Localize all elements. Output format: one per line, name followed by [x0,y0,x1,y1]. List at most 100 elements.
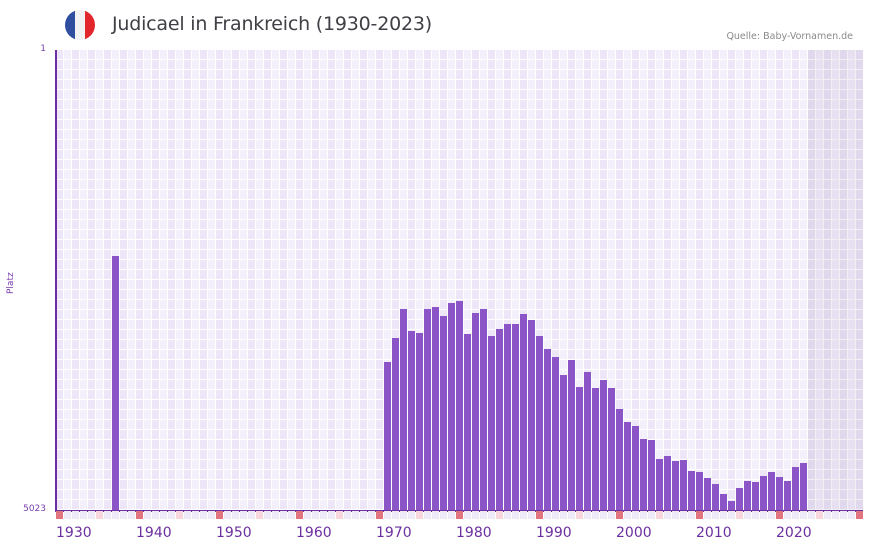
bar-2007[interactable] [672,461,679,510]
year-tick [560,511,567,519]
bar-1978[interactable] [440,315,447,510]
bar-2002[interactable] [632,426,639,510]
year-tick [184,511,191,519]
bar-2018[interactable] [760,476,767,510]
year-tick [88,511,95,519]
year-tick [600,511,607,519]
chart-title: Judicael in Frankreich (1930-2023) [112,13,432,35]
bar-1998[interactable] [600,380,607,510]
x-tick-label: 1980 [456,525,492,541]
bar-2005[interactable] [656,458,663,510]
bar-2010[interactable] [696,472,703,510]
bar-2014[interactable] [728,501,735,510]
bar-1984[interactable] [488,335,495,510]
bar-2021[interactable] [784,480,791,510]
year-tick [264,511,271,519]
bar-2009[interactable] [688,470,695,510]
year-tick [832,511,839,519]
year-tick [136,511,143,519]
bar-2012[interactable] [712,484,719,510]
bar-2001[interactable] [624,421,631,510]
bar-1977[interactable] [432,306,439,510]
bar-1981[interactable] [464,333,471,510]
year-tick [784,511,791,519]
bar-2000[interactable] [616,408,623,510]
year-tick [488,511,495,519]
bar-1985[interactable] [496,329,503,510]
year-tick [608,511,615,519]
year-tick-row [56,511,863,519]
bar-1980[interactable] [456,300,463,510]
year-tick [664,511,671,519]
bar-1993[interactable] [560,375,567,510]
year-tick [448,511,455,519]
year-tick [296,511,303,519]
year-tick [496,511,503,519]
year-tick [144,511,151,519]
year-tick [160,511,167,519]
year-tick [720,511,727,519]
year-tick [736,511,743,519]
year-tick [760,511,767,519]
flag-stripe-blue [65,10,75,40]
bar-1976[interactable] [424,308,431,510]
source-link[interactable]: Quelle: Baby-Vornamen.de [726,31,853,42]
year-tick [584,511,591,519]
year-tick [816,511,823,519]
bar-1979[interactable] [448,303,455,510]
bar-1973[interactable] [400,308,407,510]
x-tick-label: 2000 [616,525,652,541]
bar-1996[interactable] [584,371,591,510]
year-tick [376,511,383,519]
year-tick [520,511,527,519]
bar-1987[interactable] [512,323,519,510]
bar-1994[interactable] [568,359,575,510]
bar-2017[interactable] [752,481,759,510]
bar-2011[interactable] [704,478,711,510]
bar-2008[interactable] [680,460,687,510]
bar-1989[interactable] [528,319,535,510]
y-tick-bottom: 5023 [23,504,46,514]
x-tick-label: 1940 [136,525,172,541]
bar-1971[interactable] [384,361,391,510]
year-tick [256,511,263,519]
bar-2023[interactable] [800,463,807,510]
year-tick [856,511,863,519]
year-tick [328,511,335,519]
year-tick [704,511,711,519]
year-tick [416,511,423,519]
year-tick [800,511,807,519]
year-tick [80,511,87,519]
year-tick [648,511,655,519]
bar-1975[interactable] [416,332,423,510]
bar-1995[interactable] [576,387,583,510]
bar-1972[interactable] [392,337,399,510]
bar-1983[interactable] [480,308,487,510]
bar-1991[interactable] [544,348,551,510]
year-tick [640,511,647,519]
bar-2004[interactable] [648,440,655,510]
bar-1982[interactable] [472,312,479,510]
year-tick [712,511,719,519]
bar-2020[interactable] [776,477,783,510]
bar-1990[interactable] [536,335,543,510]
bar-1997[interactable] [592,388,599,510]
bar-1974[interactable] [408,330,415,510]
year-tick [128,511,135,519]
bar-2019[interactable] [768,472,775,510]
year-tick [656,511,663,519]
bar-2013[interactable] [720,493,727,510]
bar-2003[interactable] [640,439,647,510]
bar-1988[interactable] [520,313,527,510]
bar-2022[interactable] [792,466,799,510]
year-tick [688,511,695,519]
bar-1999[interactable] [608,388,615,510]
bar-2015[interactable] [736,488,743,510]
year-tick [480,511,487,519]
bar-1986[interactable] [504,323,511,510]
bar-1937[interactable] [112,256,119,510]
bar-2016[interactable] [744,480,751,510]
bar-2006[interactable] [664,455,671,510]
bar-1992[interactable] [552,357,559,510]
year-tick [248,511,255,519]
